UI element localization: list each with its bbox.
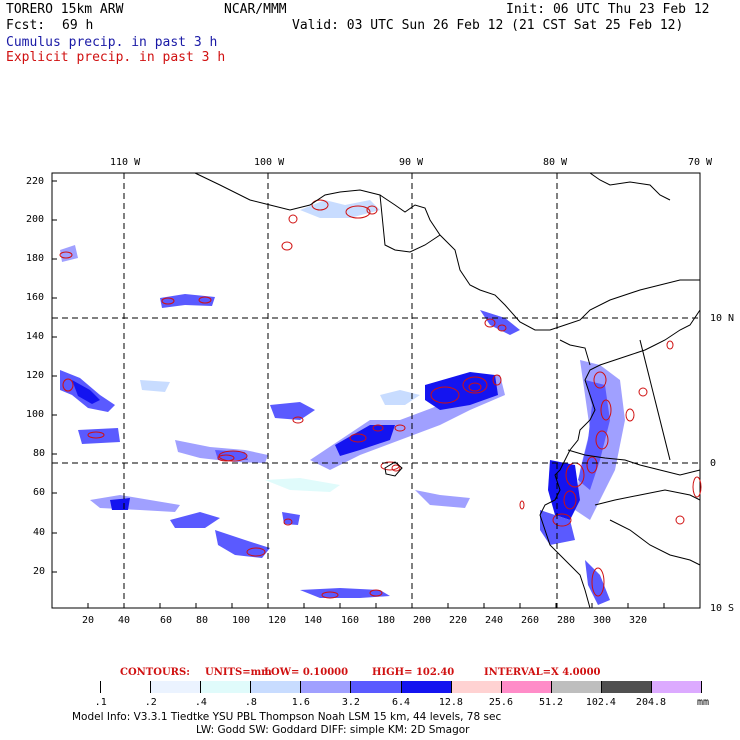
y-tick: 20 <box>33 566 46 577</box>
legend-label: 51.2 <box>538 697 564 708</box>
legend-label: 102.4 <box>585 697 616 708</box>
x-tick: 300 <box>593 615 612 626</box>
x-tick: 60 <box>160 615 173 626</box>
legend-label: 6.4 <box>391 697 410 708</box>
legend-color-cell <box>301 681 352 693</box>
legend-color-cell <box>351 681 402 693</box>
y-tick: 40 <box>33 527 46 538</box>
legend-label: 25.6 <box>488 697 513 708</box>
contours-interval: INTERVAL=X 4.0000 <box>484 667 601 678</box>
y-tick: 200 <box>26 214 45 225</box>
legend-label: .1 <box>94 697 107 708</box>
legend-color-cell <box>51 681 102 693</box>
lon-label-80w: 80 W <box>543 157 568 168</box>
x-tick: 20 <box>82 615 95 626</box>
y-tick: 160 <box>26 292 45 303</box>
y-tick: 60 <box>33 487 46 498</box>
y-tick: 180 <box>26 253 45 264</box>
x-tick: 160 <box>341 615 360 626</box>
legend-label: 204.8 <box>635 697 667 708</box>
lon-label-100w: 100 W <box>254 157 285 168</box>
explicit-precip-contours <box>59 199 702 599</box>
x-tick: 100 <box>232 615 251 626</box>
field-cumulus-label: Cumulus precip. in past 3 h <box>6 35 218 50</box>
x-tick: 260 <box>521 615 540 626</box>
y-tick: 120 <box>26 370 45 381</box>
x-tick: 140 <box>304 615 323 626</box>
x-tick: 180 <box>377 615 396 626</box>
model-info-line1: Model Info: V3.3.1 Tiedtke YSU PBL Thomp… <box>72 711 502 723</box>
legend-label: .4 <box>194 697 207 708</box>
forecast-label: Fcst: <box>6 18 46 33</box>
legend-color-cell <box>251 681 302 693</box>
x-tick: 280 <box>557 615 576 626</box>
x-tick: 80 <box>196 615 209 626</box>
lat-label-10n: 10 N <box>710 313 735 324</box>
legend-label: 12.8 <box>438 697 463 708</box>
y-tick: 100 <box>26 409 45 420</box>
x-tick: 40 <box>118 615 131 626</box>
x-tick: 240 <box>485 615 504 626</box>
forecast-hour: 69 h <box>62 18 94 33</box>
legend-label: .2 <box>144 697 157 708</box>
contours-high: HIGH= 102.40 <box>372 667 455 678</box>
lat-lon-grid <box>52 173 700 608</box>
valid-time: Valid: 03 UTC Sun 26 Feb 12 (21 CST Sat … <box>292 18 684 33</box>
legend-color-cell <box>201 681 252 693</box>
legend-label: 3.2 <box>341 697 360 708</box>
legend-color-cell <box>501 681 552 693</box>
legend-label: 1.6 <box>291 697 310 708</box>
x-tick: 120 <box>268 615 287 626</box>
cumulus-precip-areas <box>60 200 625 605</box>
legend-label: .8 <box>244 697 257 708</box>
legend-color-cell <box>101 681 152 693</box>
y-tick: 80 <box>33 448 46 459</box>
legend-color-cell <box>451 681 502 693</box>
legend-color-cell <box>601 681 652 693</box>
field-explicit-label: Explicit precip. in past 3 h <box>6 50 226 65</box>
x-tick: 320 <box>629 615 648 626</box>
y-tick: 140 <box>26 331 45 342</box>
legend-color-cell <box>551 681 602 693</box>
legend-unit: mm <box>697 697 710 708</box>
model-title: TORERO 15km ARW <box>6 2 124 17</box>
y-tick: 220 <box>26 176 45 187</box>
x-tick: 220 <box>449 615 468 626</box>
contours-low: LOW= 0.10000 <box>264 667 349 678</box>
contours-units: UNITS=mm <box>205 667 272 678</box>
x-tick: 200 <box>413 615 432 626</box>
lat-label-0: 0 <box>710 458 717 469</box>
center-label: NCAR/MMM <box>224 2 287 17</box>
lat-label-10s: 10 S <box>710 603 735 614</box>
legend-color-cell <box>401 681 452 693</box>
lon-label-70w: 70 W <box>688 157 713 168</box>
model-info-line2: LW: Godd SW: Goddard DIFF: simple KM: 2D… <box>196 724 470 736</box>
lon-label-110w: 110 W <box>110 157 141 168</box>
legend-color-cell <box>151 681 202 693</box>
legend-color-cell <box>651 681 702 693</box>
lon-label-90w: 90 W <box>399 157 424 168</box>
contours-label: CONTOURS: <box>120 667 190 678</box>
init-time: Init: 06 UTC Thu 23 Feb 12 <box>506 2 710 17</box>
tick-marks <box>52 180 665 608</box>
